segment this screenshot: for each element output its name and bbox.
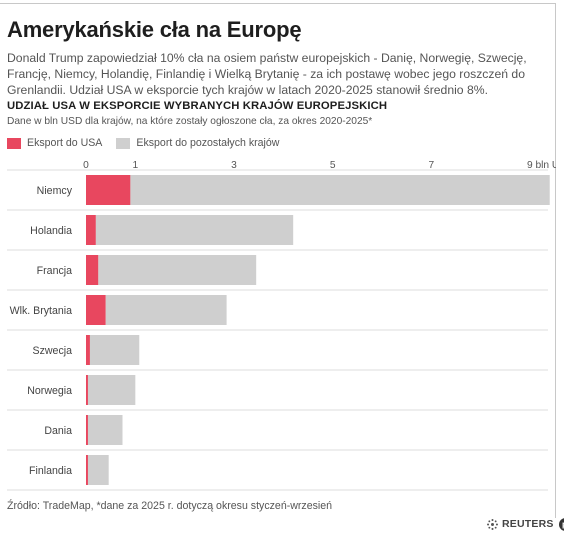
pap-logo: pap <box>558 517 564 531</box>
category-label: Szwecja <box>33 345 73 357</box>
source-note: Źródło: TradeMap, *dane za 2025 r. dotyc… <box>7 500 333 512</box>
legend-label-other: Eksport do pozostałych krajów <box>136 137 280 149</box>
category-label: Finlandia <box>29 465 72 477</box>
bar-usa <box>86 215 96 245</box>
bar-chart: 0 1 3 5 7 9 bln USD Niemcy Holandia Francja Wlk. … <box>7 160 556 491</box>
bar-other <box>89 335 140 365</box>
bar-other <box>87 375 136 405</box>
right-border <box>555 3 556 518</box>
publisher-logos: REUTERS pap <box>486 515 564 533</box>
x-tick-label: 3 <box>231 160 237 171</box>
chart-title: UDZIAŁ USA W EKSPORCIE WYBRANYCH KRAJÓW … <box>7 100 388 112</box>
x-tick-label: 0 <box>83 160 89 171</box>
category-label: Francja <box>37 265 72 277</box>
legend-swatch-other <box>116 137 131 149</box>
chart-legend: Eksport do USA Eksport do pozostałych kr… <box>7 136 293 150</box>
x-tick-label: 5 <box>330 160 336 171</box>
category-label: Wlk. Brytania <box>10 305 73 317</box>
bar-usa <box>86 375 88 405</box>
x-tick-label: 9 bln USD <box>527 160 556 171</box>
bar-usa <box>86 415 88 445</box>
bar-other <box>105 295 227 325</box>
x-tick-label: 1 <box>132 160 138 171</box>
bar-other <box>87 415 123 445</box>
reuters-logo-text: REUTERS <box>502 518 554 530</box>
category-label: Holandia <box>30 225 72 237</box>
chart-subtitle: Dane w bln USD dla krajów, na które zost… <box>7 116 373 127</box>
bar-usa <box>86 295 106 325</box>
legend-swatch-usa <box>7 137 21 149</box>
bar-other <box>95 215 294 245</box>
lead-paragraph: Donald Trump zapowiedział 10% cła na osi… <box>7 51 527 97</box>
bar-other <box>87 455 109 485</box>
bar-usa <box>86 175 131 205</box>
legend-label-usa: Eksport do USA <box>27 137 103 149</box>
top-border <box>0 3 556 4</box>
legend-item-usa: Eksport do USA <box>7 137 102 149</box>
x-tick-label: 7 <box>428 160 434 171</box>
bar-usa <box>86 335 90 365</box>
legend-item-other: Eksport do pozostałych krajów <box>116 137 279 149</box>
category-label: Dania <box>44 425 72 437</box>
category-label: Norwegia <box>27 385 72 397</box>
bar-other <box>98 255 257 285</box>
bar-usa <box>86 455 88 485</box>
bar-other <box>130 175 550 205</box>
reuters-logo-icon <box>487 518 498 530</box>
category-label: Niemcy <box>37 185 73 197</box>
page-title: Amerykańskie cła na Europę <box>7 17 302 42</box>
bar-usa <box>86 255 99 285</box>
